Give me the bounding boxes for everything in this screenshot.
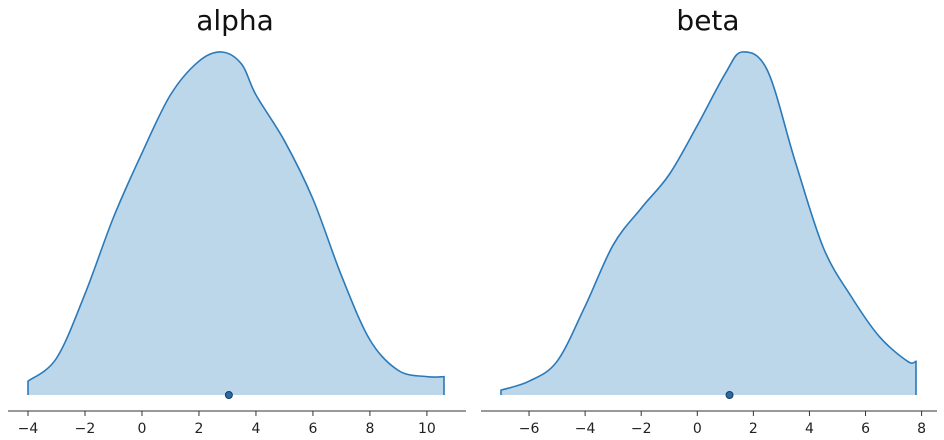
x-tick-label: 2 xyxy=(194,421,203,437)
x-tick-label: 4 xyxy=(251,421,260,437)
point-estimate-beta xyxy=(725,391,734,399)
x-tick-label: 0 xyxy=(693,421,702,437)
x-tick-label: −4 xyxy=(18,421,39,437)
x-tick-label: −4 xyxy=(575,421,596,437)
x-ticks-beta: −6 −4 −2 0 2 4 6 8 xyxy=(519,411,926,437)
density-line-alpha xyxy=(27,51,445,395)
x-ticks-alpha: −4 −2 0 2 4 6 8 10 xyxy=(18,411,436,437)
chart-title-beta: beta xyxy=(676,4,739,37)
x-tick-label: 0 xyxy=(138,421,147,437)
x-tick-label: 6 xyxy=(861,421,870,437)
x-tick-label: −2 xyxy=(631,421,652,437)
x-tick-label: −2 xyxy=(75,421,96,437)
chart-title-alpha: alpha xyxy=(196,4,274,37)
panel-alpha: alpha −4 −2 0 2 4 6 8 10 xyxy=(8,4,466,437)
x-tick-label: 4 xyxy=(805,421,814,437)
x-tick-label: 2 xyxy=(749,421,758,437)
density-area-alpha xyxy=(28,51,444,396)
x-tick-label: 6 xyxy=(308,421,317,437)
x-tick-label: −6 xyxy=(519,421,540,437)
point-estimate-alpha xyxy=(224,391,233,399)
x-tick-label: 8 xyxy=(365,421,374,437)
x-tick-label: 8 xyxy=(917,421,926,437)
density-area-beta xyxy=(501,51,916,395)
x-tick-label: 10 xyxy=(418,421,436,437)
panel-beta: beta −6 −4 −2 0 2 4 6 8 xyxy=(481,4,937,437)
density-line-beta xyxy=(500,51,917,395)
